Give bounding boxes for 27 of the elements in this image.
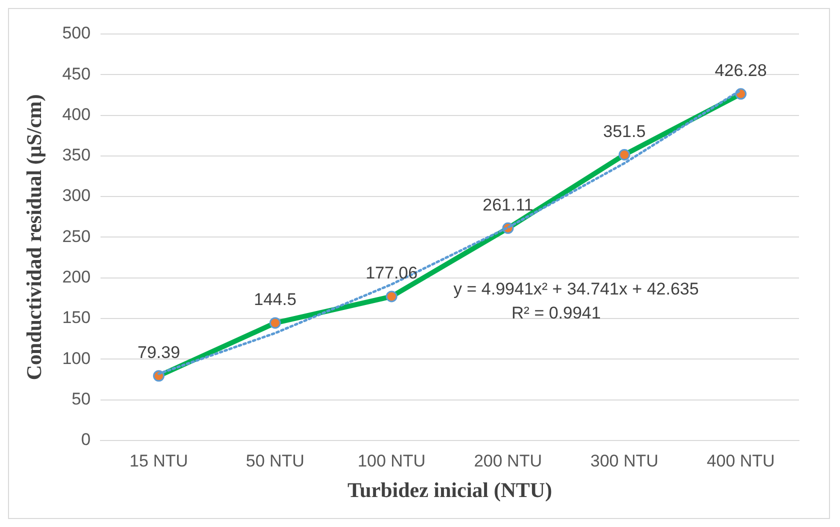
annotation: R² = 0.9941	[512, 303, 601, 322]
y-tick-label: 400	[62, 104, 91, 124]
y-tick-label: 50	[72, 389, 91, 408]
x-tick-label: 300 NTU	[590, 451, 658, 470]
y-tick-label: 0	[81, 430, 91, 450]
x-tick-label: 100 NTU	[358, 451, 426, 470]
x-tick-label: 200 NTU	[474, 451, 542, 470]
y-tick-label: 500	[62, 24, 91, 43]
x-tick-label: 50 NTU	[246, 451, 304, 470]
annotation: y = 4.9941x² + 34.741x + 42.635	[454, 279, 699, 298]
y-tick-label: 200	[62, 268, 91, 287]
data-label: 261.11	[482, 195, 534, 214]
data-label: 351.5	[603, 122, 646, 141]
y-tick-label: 150	[62, 308, 91, 328]
y-tick-label: 350	[62, 146, 91, 165]
y-tick-label: 250	[62, 226, 91, 246]
data-label: 426.28	[714, 61, 767, 80]
x-tick-label: 15 NTU	[129, 451, 188, 470]
y-tick-label: 300	[62, 186, 91, 206]
x-axis-title: Turbidez inicial (NTU)	[347, 478, 552, 502]
y-tick-label: 450	[62, 64, 91, 84]
data-label: 177.06	[366, 264, 418, 283]
data-label: 144.5	[254, 290, 296, 310]
y-tick-label: 100	[62, 348, 91, 368]
x-tick-label: 400 NTU	[706, 451, 775, 470]
data-label: 79.39	[137, 343, 180, 362]
y-axis-title: Conductividad residual (µS/cm)	[22, 94, 46, 380]
